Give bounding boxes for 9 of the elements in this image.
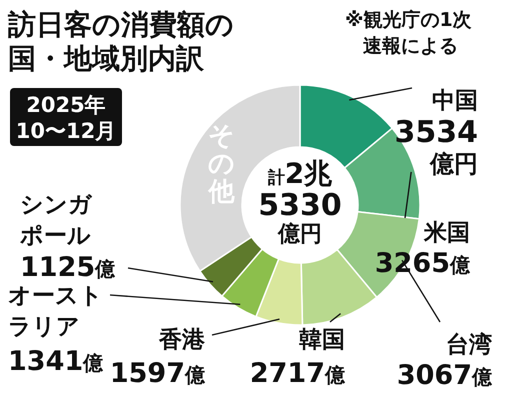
center: 億円 [278,222,322,247]
subtitle: 10〜12月 [16,119,116,143]
title: 訪日客の消費額の [8,8,234,41]
note: ※観光庁の1次 [345,9,472,31]
title: 国・地域別内訳 [8,42,204,75]
center: 5330 [258,188,342,223]
center: 計2兆 [268,157,332,190]
subtitle: 2025年 [26,93,106,117]
note: 速報による [363,35,458,57]
